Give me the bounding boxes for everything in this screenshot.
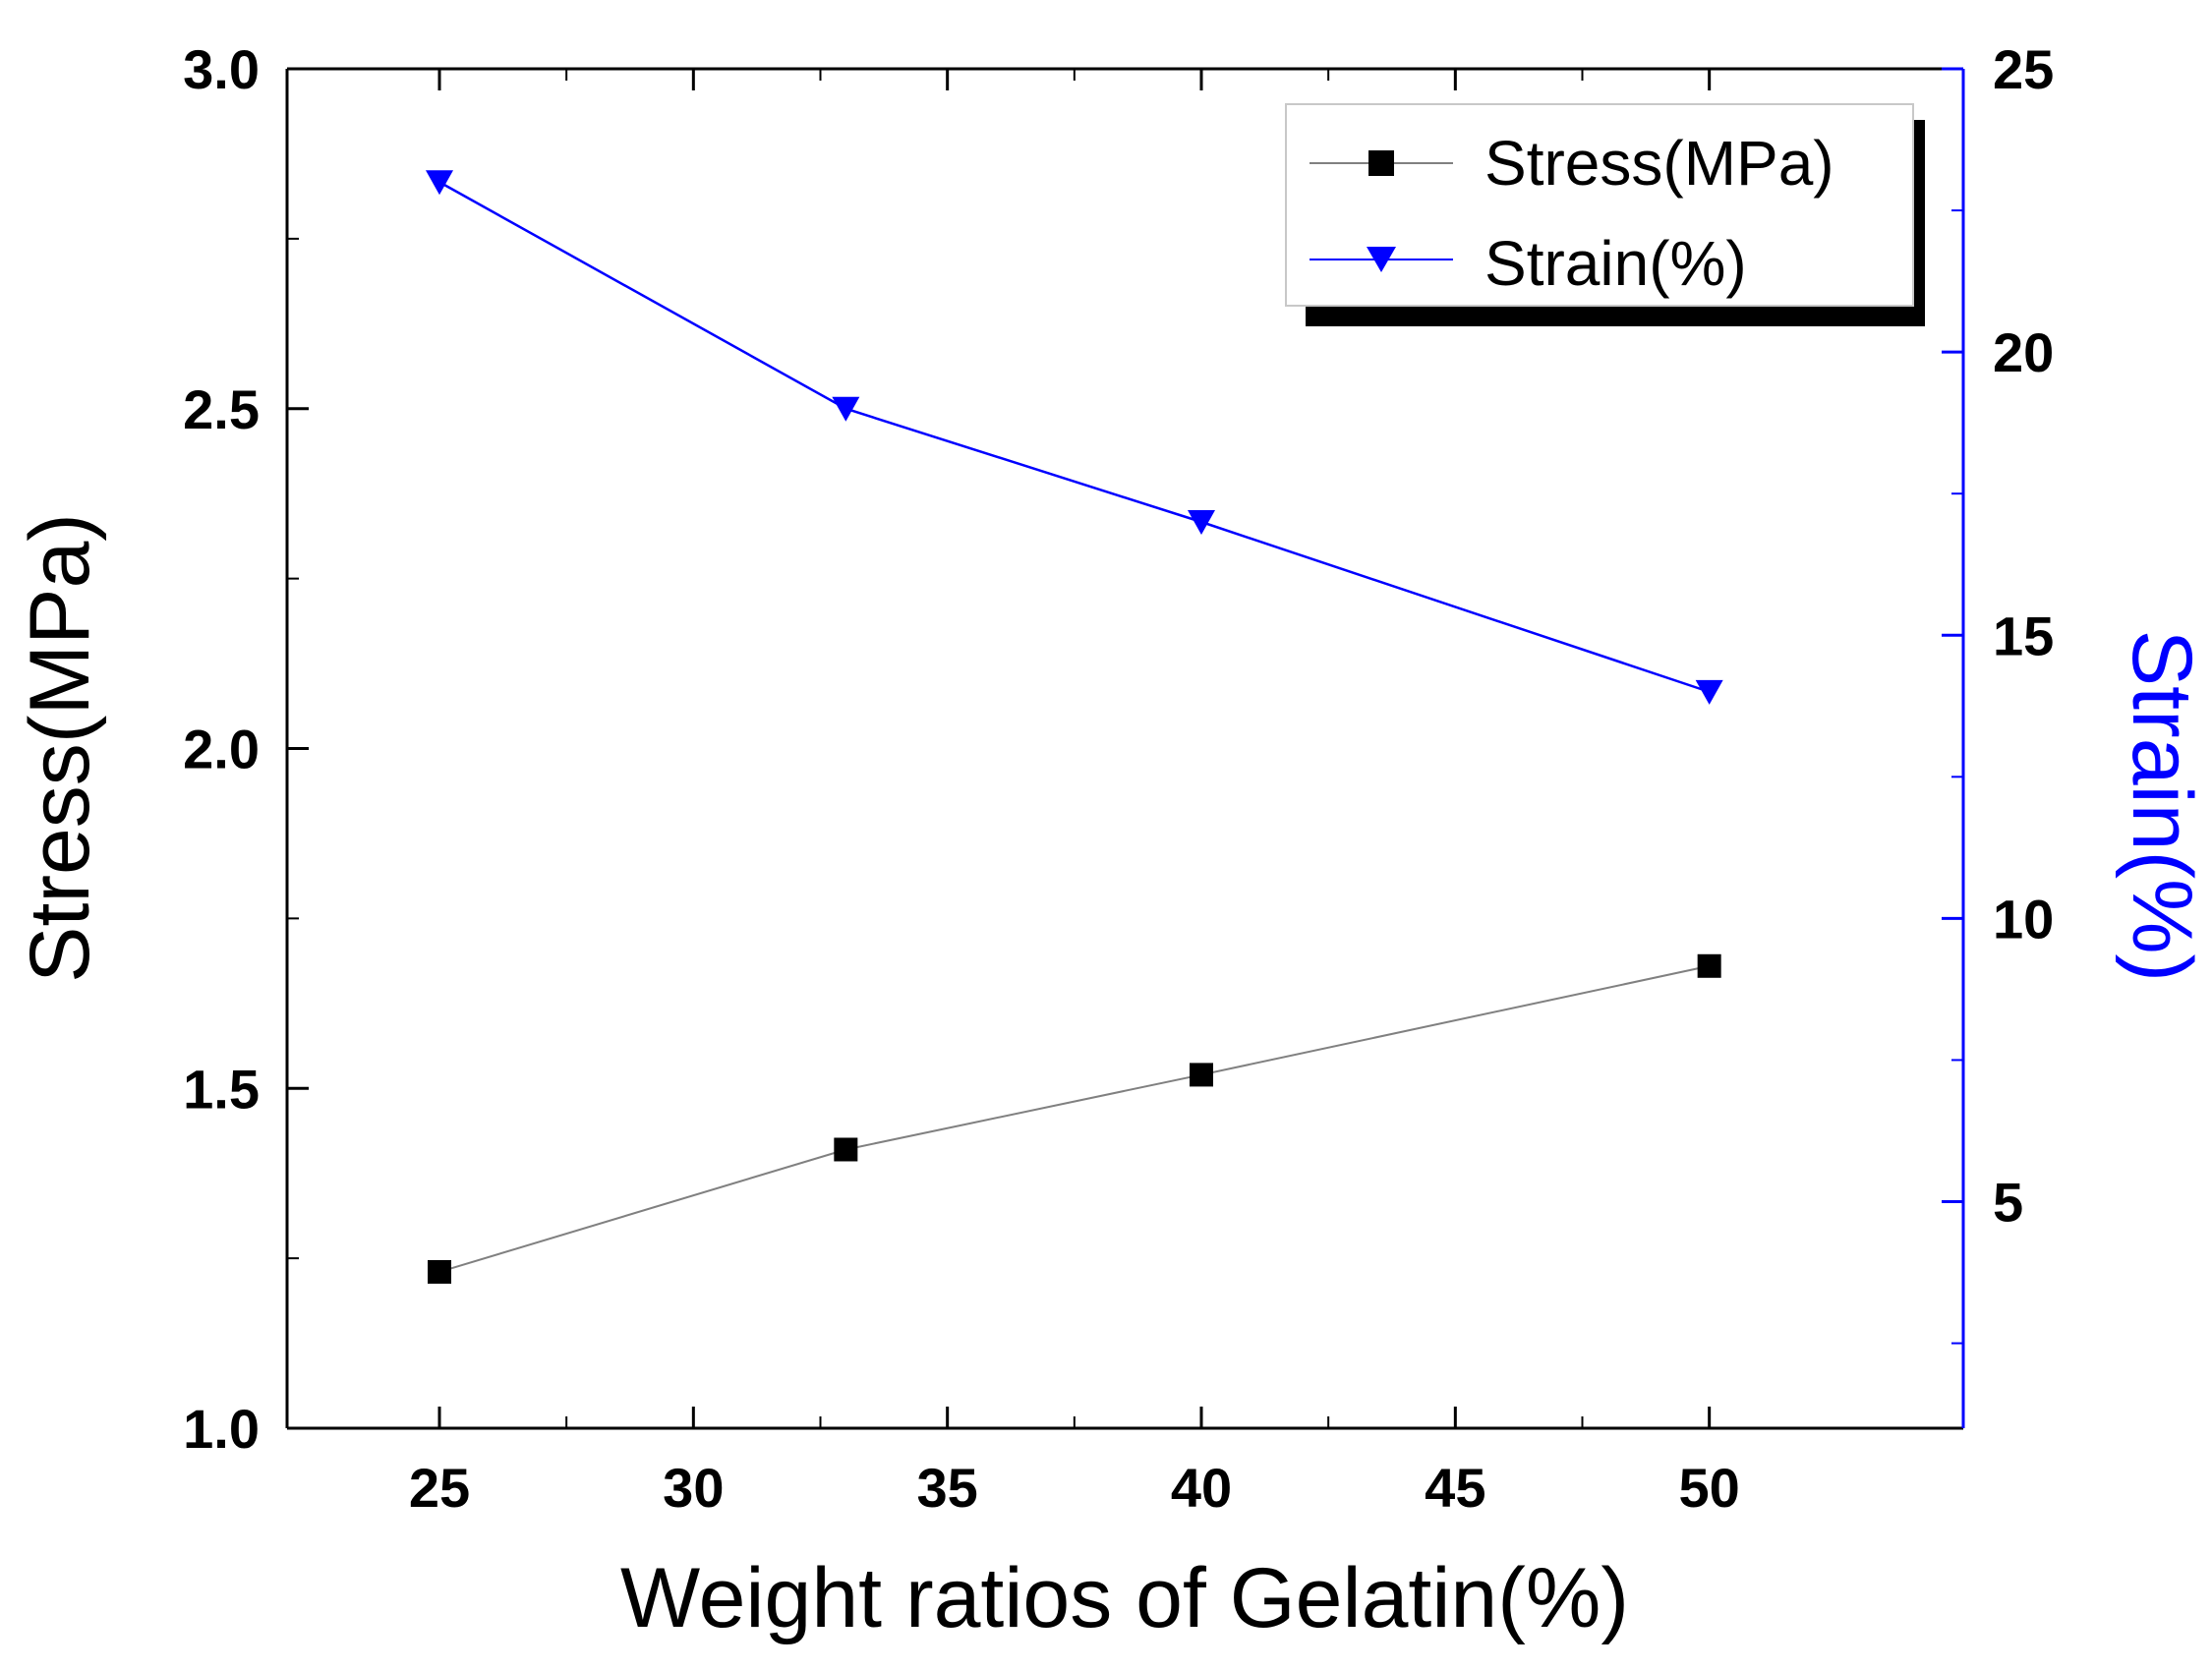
legend-stress-label: Stress(MPa)	[1484, 128, 1834, 199]
series-lines	[438, 181, 1711, 1273]
left-y-axis-title: Stress(MPa)	[13, 513, 107, 983]
x-tick-label: 40	[1171, 1457, 1232, 1519]
x-tick-label: 45	[1425, 1457, 1485, 1519]
strain-point	[1695, 679, 1723, 705]
stress-point	[1697, 953, 1721, 978]
y2-tick-label: 10	[1993, 888, 2054, 950]
y-tick-label: 1.5	[183, 1058, 260, 1120]
legend: Stress(MPa) Strain(%)	[1285, 103, 1925, 326]
ticks	[287, 67, 1963, 1430]
x-tick-label: 50	[1679, 1457, 1740, 1519]
legend-strain-marker	[1367, 247, 1396, 272]
legend-box	[1285, 103, 1914, 307]
legend-stress-marker	[1368, 150, 1394, 176]
y-tick-label: 1.0	[183, 1398, 260, 1460]
x-axis-title: Weight ratios of Gelatin(%)	[620, 1551, 1629, 1645]
y-tick-label: 3.0	[183, 38, 260, 100]
x-tick-label: 35	[917, 1457, 978, 1519]
x-tick-label: 30	[663, 1457, 724, 1519]
series-line-stress	[438, 964, 1710, 1273]
series-markers	[426, 170, 1723, 1284]
stress-point	[834, 1137, 858, 1162]
y-tick-label: 2.5	[183, 378, 260, 440]
series-line-strain	[438, 181, 1711, 694]
x-tick-label: 25	[409, 1457, 470, 1519]
y-tick-label: 2.0	[183, 719, 260, 780]
legend-strain-label: Strain(%)	[1484, 228, 1747, 299]
right-y-axis-title: Strain(%)	[2115, 630, 2209, 982]
stress-point	[1190, 1063, 1213, 1087]
strain-point	[832, 396, 860, 422]
strain-point	[1188, 510, 1215, 535]
strain-point	[426, 170, 453, 196]
tick-labels: 25 30 35 40 45 50 1.0 1.5 2.0 2.5 3.0 5 10 15 20 25	[183, 38, 2054, 1519]
y2-tick-label: 25	[1993, 38, 2054, 100]
y2-tick-label: 15	[1993, 605, 2054, 666]
y2-tick-label: 20	[1993, 321, 2054, 383]
stress-point	[428, 1259, 451, 1284]
y2-tick-label: 5	[1993, 1172, 2023, 1234]
